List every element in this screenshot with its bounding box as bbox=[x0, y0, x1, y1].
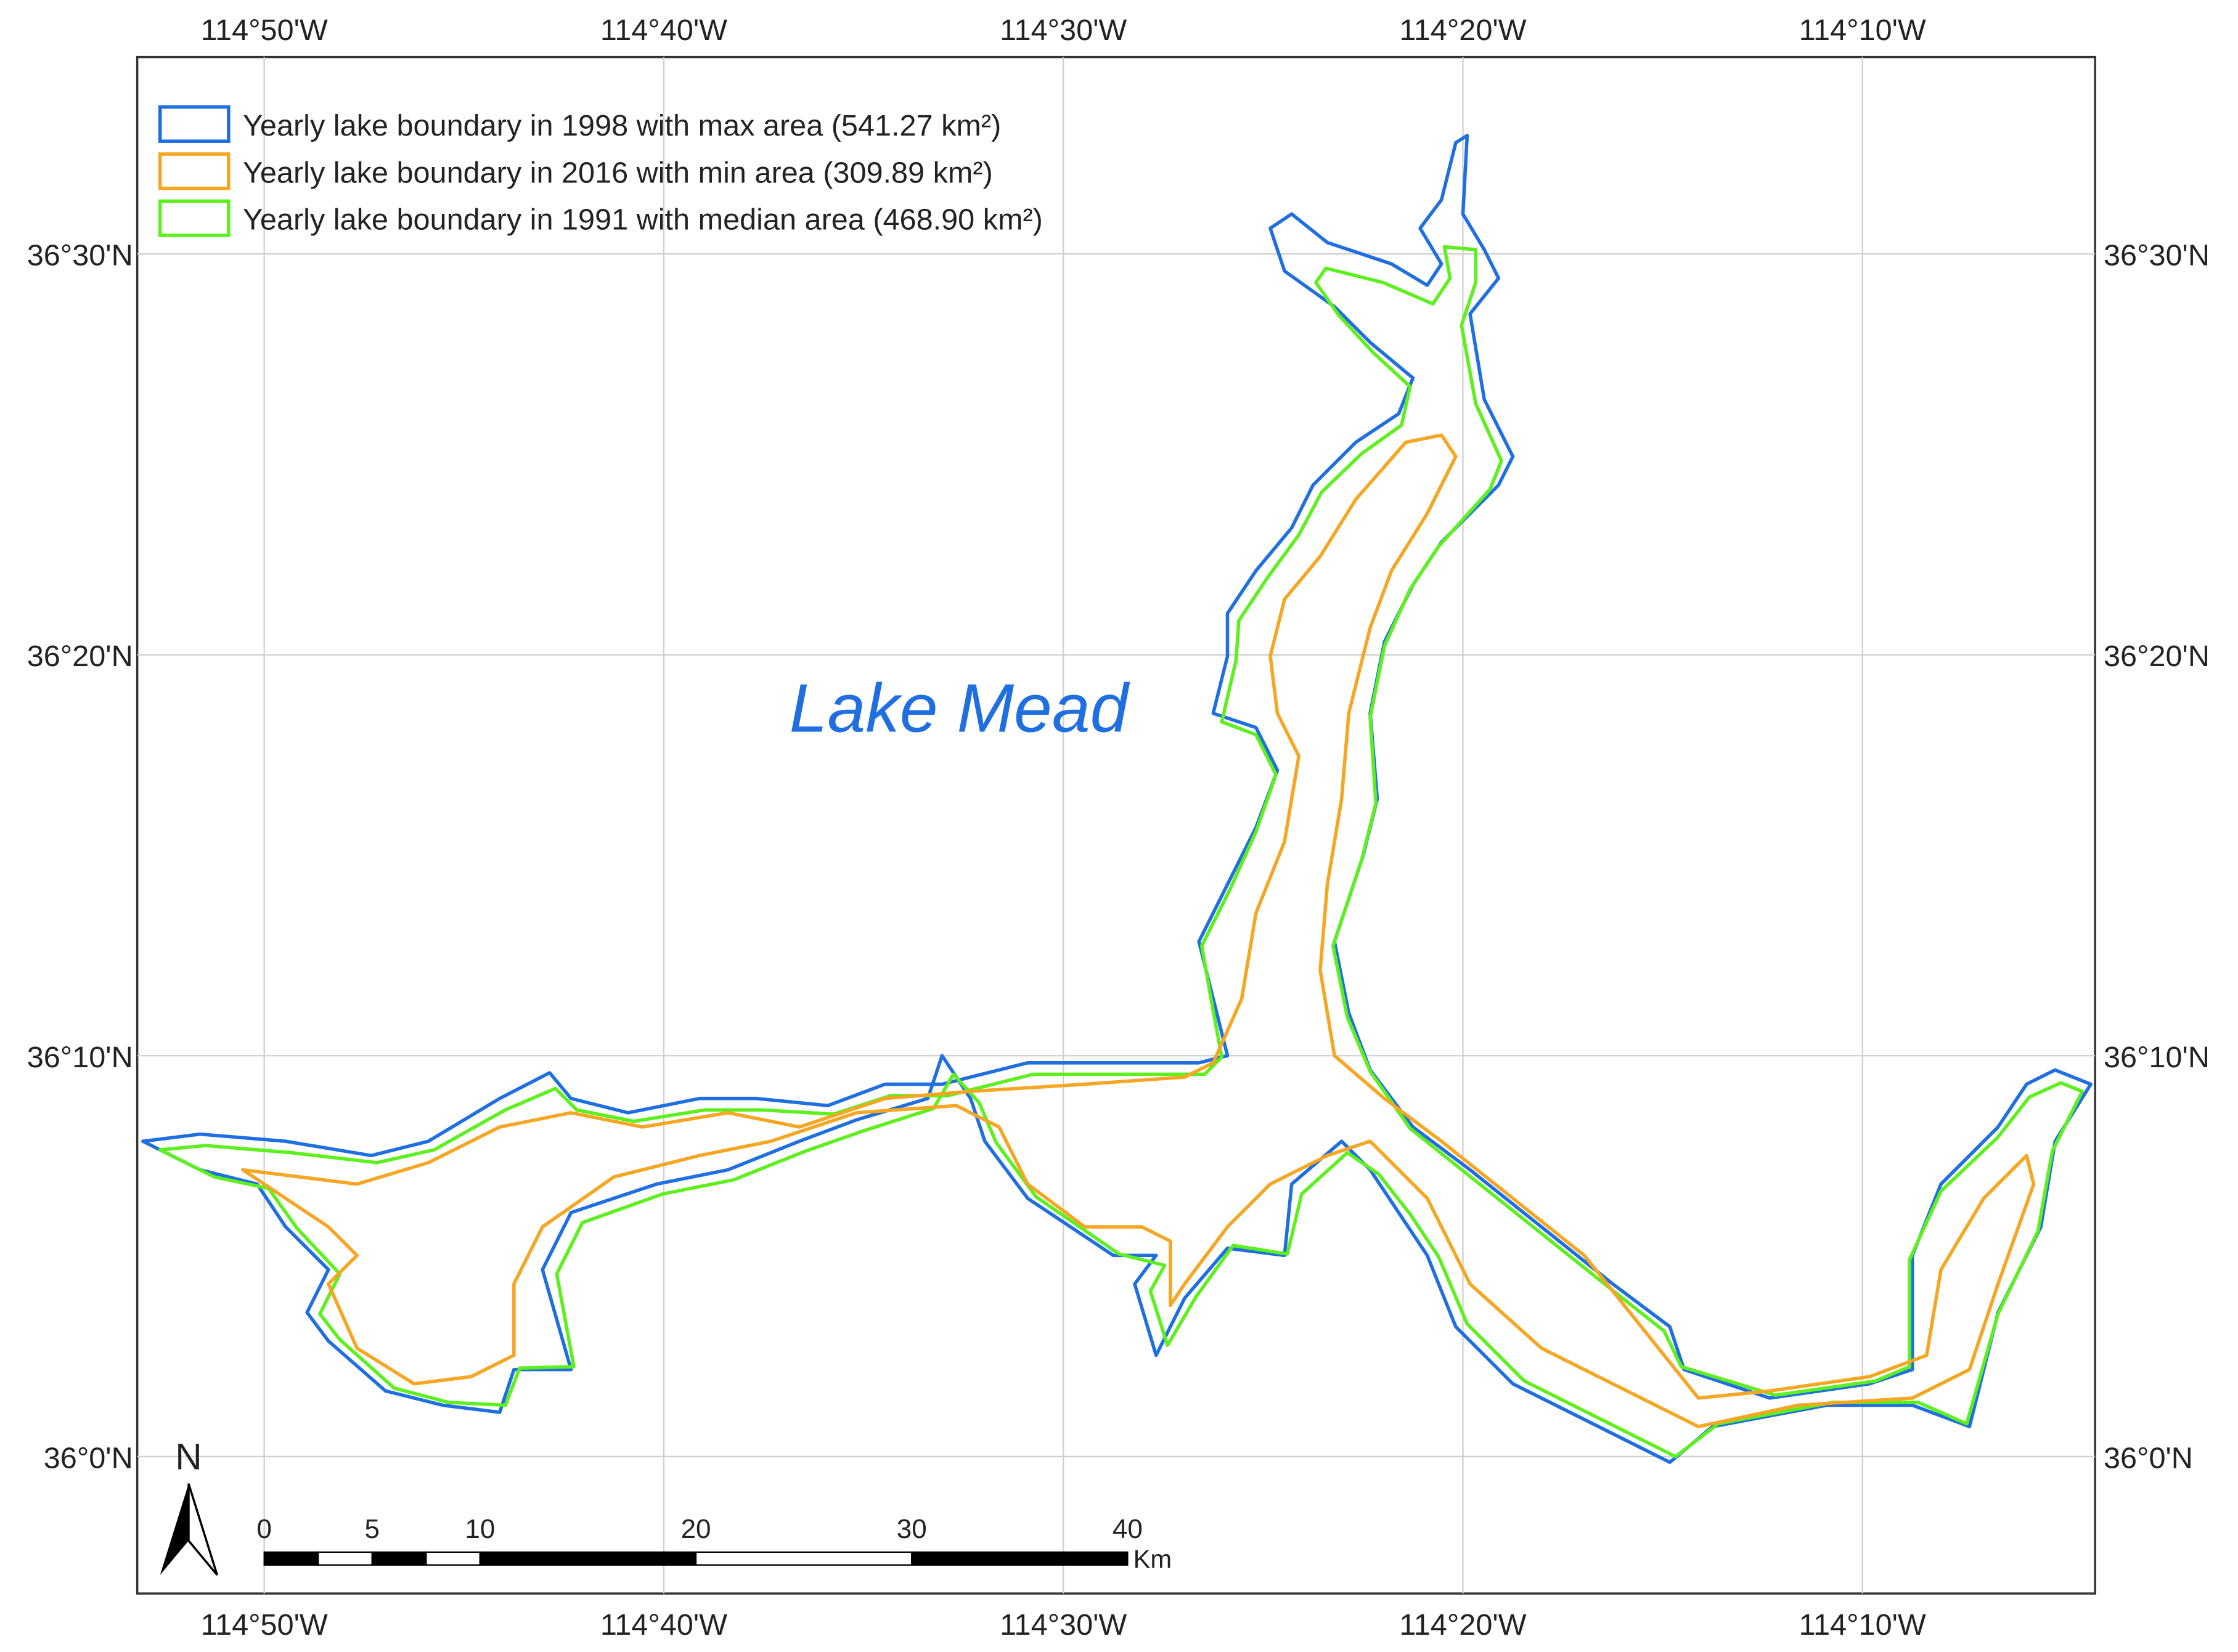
legend-swatch bbox=[158, 105, 231, 143]
longitude-label-top: 114°20'W bbox=[1399, 14, 1526, 47]
longitude-label-top: 114°50'W bbox=[201, 14, 328, 47]
longitude-label-bottom: 114°30'W bbox=[1000, 1608, 1127, 1642]
scale-segment bbox=[479, 1551, 697, 1566]
scale-label: 30 bbox=[897, 1514, 927, 1544]
legend-label: Yearly lake boundary in 1991 with median… bbox=[243, 203, 1043, 237]
scale-segment bbox=[317, 1551, 373, 1566]
latitude-label-left: 36°0'N bbox=[44, 1441, 133, 1475]
scale-segment bbox=[371, 1551, 427, 1566]
scale-segment bbox=[695, 1551, 913, 1566]
north-arrow-right bbox=[187, 1483, 218, 1576]
scale-label: 10 bbox=[465, 1514, 495, 1544]
map-label: Lake Mead bbox=[790, 670, 1130, 747]
latitude-label-left: 36°10'N bbox=[27, 1041, 133, 1074]
map-frame bbox=[136, 55, 2096, 1595]
scale-segment bbox=[263, 1551, 319, 1566]
scale-unit: Km bbox=[1133, 1544, 1172, 1573]
longitude-label-bottom: 114°10'W bbox=[1799, 1608, 1926, 1642]
longitude-label-top: 114°30'W bbox=[1000, 14, 1127, 47]
longitude-label-bottom: 114°20'W bbox=[1399, 1608, 1526, 1642]
longitude-label-top: 114°10'W bbox=[1799, 14, 1926, 47]
legend-swatch bbox=[158, 199, 231, 237]
scale-label: 0 bbox=[256, 1514, 271, 1544]
scale-label: 40 bbox=[1113, 1514, 1143, 1544]
scale-segment bbox=[911, 1551, 1129, 1566]
legend-label: Yearly lake boundary in 1998 with max ar… bbox=[243, 109, 1001, 142]
latitude-label-right: 36°10'N bbox=[2104, 1041, 2210, 1074]
scale-label: 5 bbox=[365, 1514, 380, 1544]
graticule bbox=[137, 57, 2096, 1594]
lake-boundary-2016 bbox=[241, 433, 2036, 1428]
legend: Yearly lake boundary in 1998 with max ar… bbox=[158, 105, 1043, 237]
latitude-label-right: 36°0'N bbox=[2104, 1441, 2193, 1475]
longitude-label-bottom: 114°40'W bbox=[600, 1608, 727, 1642]
latitude-label-right: 36°20'N bbox=[2104, 640, 2210, 673]
latitude-label-left: 36°20'N bbox=[27, 640, 133, 673]
longitude-label-top: 114°40'W bbox=[600, 14, 727, 47]
legend-label: Yearly lake boundary in 2016 with min ar… bbox=[243, 156, 993, 189]
longitude-label-bottom: 114°50'W bbox=[201, 1608, 328, 1642]
scale-label: 20 bbox=[681, 1514, 711, 1544]
latitude-label-left: 36°30'N bbox=[27, 239, 133, 272]
scale-segment bbox=[425, 1551, 481, 1566]
north-label: N bbox=[175, 1436, 202, 1478]
lake-boundary-1991 bbox=[158, 245, 2085, 1459]
north-arrow: N bbox=[160, 1436, 218, 1576]
legend-swatch bbox=[158, 152, 231, 190]
latitude-label-right: 36°30'N bbox=[2104, 239, 2210, 272]
